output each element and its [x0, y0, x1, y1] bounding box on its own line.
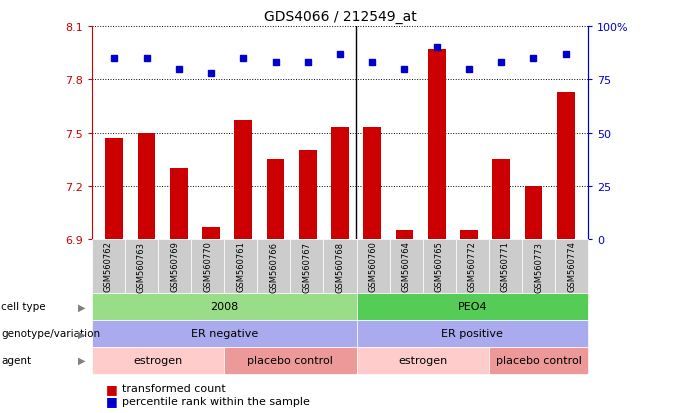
Bar	[460, 231, 478, 240]
Text: cell type: cell type	[1, 301, 46, 312]
Text: GSM560763: GSM560763	[137, 241, 146, 292]
Bar	[235, 121, 252, 240]
Bar	[331, 128, 349, 240]
Bar	[138, 133, 156, 240]
Text: ■: ■	[105, 382, 117, 395]
Text: GSM560772: GSM560772	[468, 241, 477, 292]
Text: estrogen: estrogen	[133, 355, 183, 366]
Text: ▶: ▶	[78, 301, 85, 312]
Bar	[202, 227, 220, 240]
Text: GSM560766: GSM560766	[269, 241, 278, 292]
Bar	[428, 50, 445, 240]
Bar	[267, 160, 284, 240]
Text: GSM560774: GSM560774	[567, 241, 576, 292]
Text: ■: ■	[105, 394, 117, 407]
Bar	[299, 151, 317, 240]
Text: genotype/variation: genotype/variation	[1, 328, 101, 339]
Bar	[363, 128, 381, 240]
Bar	[170, 169, 188, 240]
Bar	[557, 93, 575, 240]
Text: GSM560769: GSM560769	[170, 241, 179, 292]
Text: ▶: ▶	[78, 328, 85, 339]
Text: ER negative: ER negative	[190, 328, 258, 339]
Text: GSM560768: GSM560768	[335, 241, 345, 292]
Text: percentile rank within the sample: percentile rank within the sample	[122, 396, 310, 406]
Text: GSM560770: GSM560770	[203, 241, 212, 292]
Text: 2008: 2008	[210, 301, 238, 312]
Bar	[105, 138, 123, 240]
Text: GSM560760: GSM560760	[369, 241, 377, 292]
Text: GDS4066 / 212549_at: GDS4066 / 212549_at	[264, 10, 416, 24]
Text: GSM560765: GSM560765	[435, 241, 444, 292]
Text: placebo control: placebo control	[496, 355, 581, 366]
Text: GSM560771: GSM560771	[501, 241, 510, 292]
Text: placebo control: placebo control	[248, 355, 333, 366]
Text: GSM560764: GSM560764	[402, 241, 411, 292]
Bar	[396, 231, 413, 240]
Text: ER positive: ER positive	[441, 328, 503, 339]
Text: GSM560761: GSM560761	[236, 241, 245, 292]
Text: transformed count: transformed count	[122, 383, 226, 393]
Text: agent: agent	[1, 355, 31, 366]
Text: ▶: ▶	[78, 355, 85, 366]
Text: PEO4: PEO4	[458, 301, 487, 312]
Text: estrogen: estrogen	[398, 355, 447, 366]
Bar	[524, 186, 542, 240]
Bar	[492, 160, 510, 240]
Text: GSM560773: GSM560773	[534, 241, 543, 292]
Text: GSM560767: GSM560767	[303, 241, 311, 292]
Text: GSM560762: GSM560762	[104, 241, 113, 292]
